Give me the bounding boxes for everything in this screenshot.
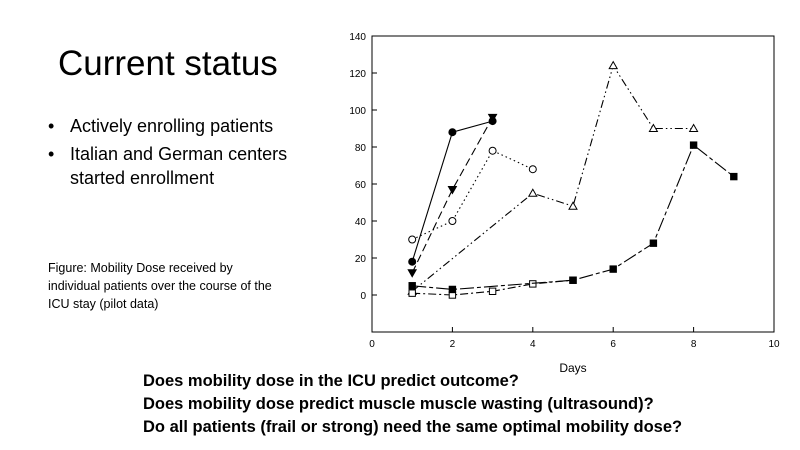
data-point bbox=[448, 285, 457, 294]
series-line bbox=[411, 149, 534, 240]
mobility-dose-chart: 0 20 40 60 80 100 120 140 0 2 4 6 8 10 Days bbox=[349, 32, 780, 375]
data-point bbox=[448, 217, 457, 225]
data-point bbox=[528, 165, 537, 174]
data-point bbox=[408, 257, 417, 266]
y-tick-label: 40 bbox=[355, 217, 367, 228]
data-point bbox=[408, 282, 416, 290]
question-2: Does mobility dose predict muscle muscle… bbox=[143, 395, 654, 413]
research-questions: Does mobility dose in the ICU predict ou… bbox=[143, 370, 682, 439]
y-tick-label: 0 bbox=[360, 291, 366, 302]
bullet-item: • Actively enrolling patients bbox=[48, 114, 310, 138]
data-point bbox=[488, 287, 497, 296]
data-point bbox=[529, 280, 537, 288]
y-tick-label: 140 bbox=[349, 32, 366, 43]
figure-caption: Figure: Mobility Dose received by indivi… bbox=[48, 261, 272, 311]
x-tick-label: 4 bbox=[530, 339, 536, 350]
data-point bbox=[447, 186, 458, 195]
series-line bbox=[411, 64, 694, 292]
bullet-dot: • bbox=[48, 144, 55, 164]
y-tick-label: 20 bbox=[355, 254, 367, 265]
x-tick-label: 0 bbox=[369, 339, 375, 350]
question-1: Does mobility dose in the ICU predict ou… bbox=[143, 372, 519, 390]
x-tick-label: 2 bbox=[450, 339, 456, 350]
data-point bbox=[568, 201, 578, 210]
y-tick-label: 100 bbox=[349, 106, 366, 117]
x-axis-label: Days bbox=[559, 361, 586, 375]
data-point bbox=[649, 239, 658, 247]
series-line bbox=[411, 117, 494, 274]
data-point bbox=[608, 60, 619, 70]
x-tick-label: 8 bbox=[691, 339, 697, 350]
data-point bbox=[448, 128, 457, 137]
data-point bbox=[569, 276, 577, 284]
data-point bbox=[408, 289, 416, 297]
x-tick-label: 6 bbox=[610, 339, 616, 350]
data-point bbox=[487, 113, 498, 123]
series-line bbox=[412, 144, 735, 291]
bullet-item: • Italian and German centers started enr… bbox=[48, 142, 310, 190]
data-point bbox=[527, 188, 538, 197]
y-tick-label: 80 bbox=[355, 143, 367, 154]
y-tick-label: 120 bbox=[349, 69, 366, 80]
bullet-list: • Actively enrolling patients • Italian … bbox=[48, 114, 310, 194]
data-point bbox=[488, 146, 497, 155]
x-tick-label: 10 bbox=[768, 339, 780, 350]
question-3: Do all patients (frail or strong) need t… bbox=[143, 418, 683, 436]
data-point bbox=[609, 265, 617, 273]
data-point bbox=[408, 235, 417, 244]
bullet-dot: • bbox=[48, 116, 55, 136]
y-tick-label: 60 bbox=[355, 180, 367, 191]
data-point bbox=[648, 123, 659, 132]
data-point bbox=[730, 172, 738, 181]
bullet-text: Italian and German centers started enrol… bbox=[70, 144, 288, 188]
bullet-text: Actively enrolling patients bbox=[70, 116, 274, 136]
slide-title: Current status bbox=[58, 44, 278, 83]
data-point bbox=[688, 123, 699, 132]
data-point bbox=[689, 141, 698, 149]
data-point bbox=[407, 269, 418, 278]
